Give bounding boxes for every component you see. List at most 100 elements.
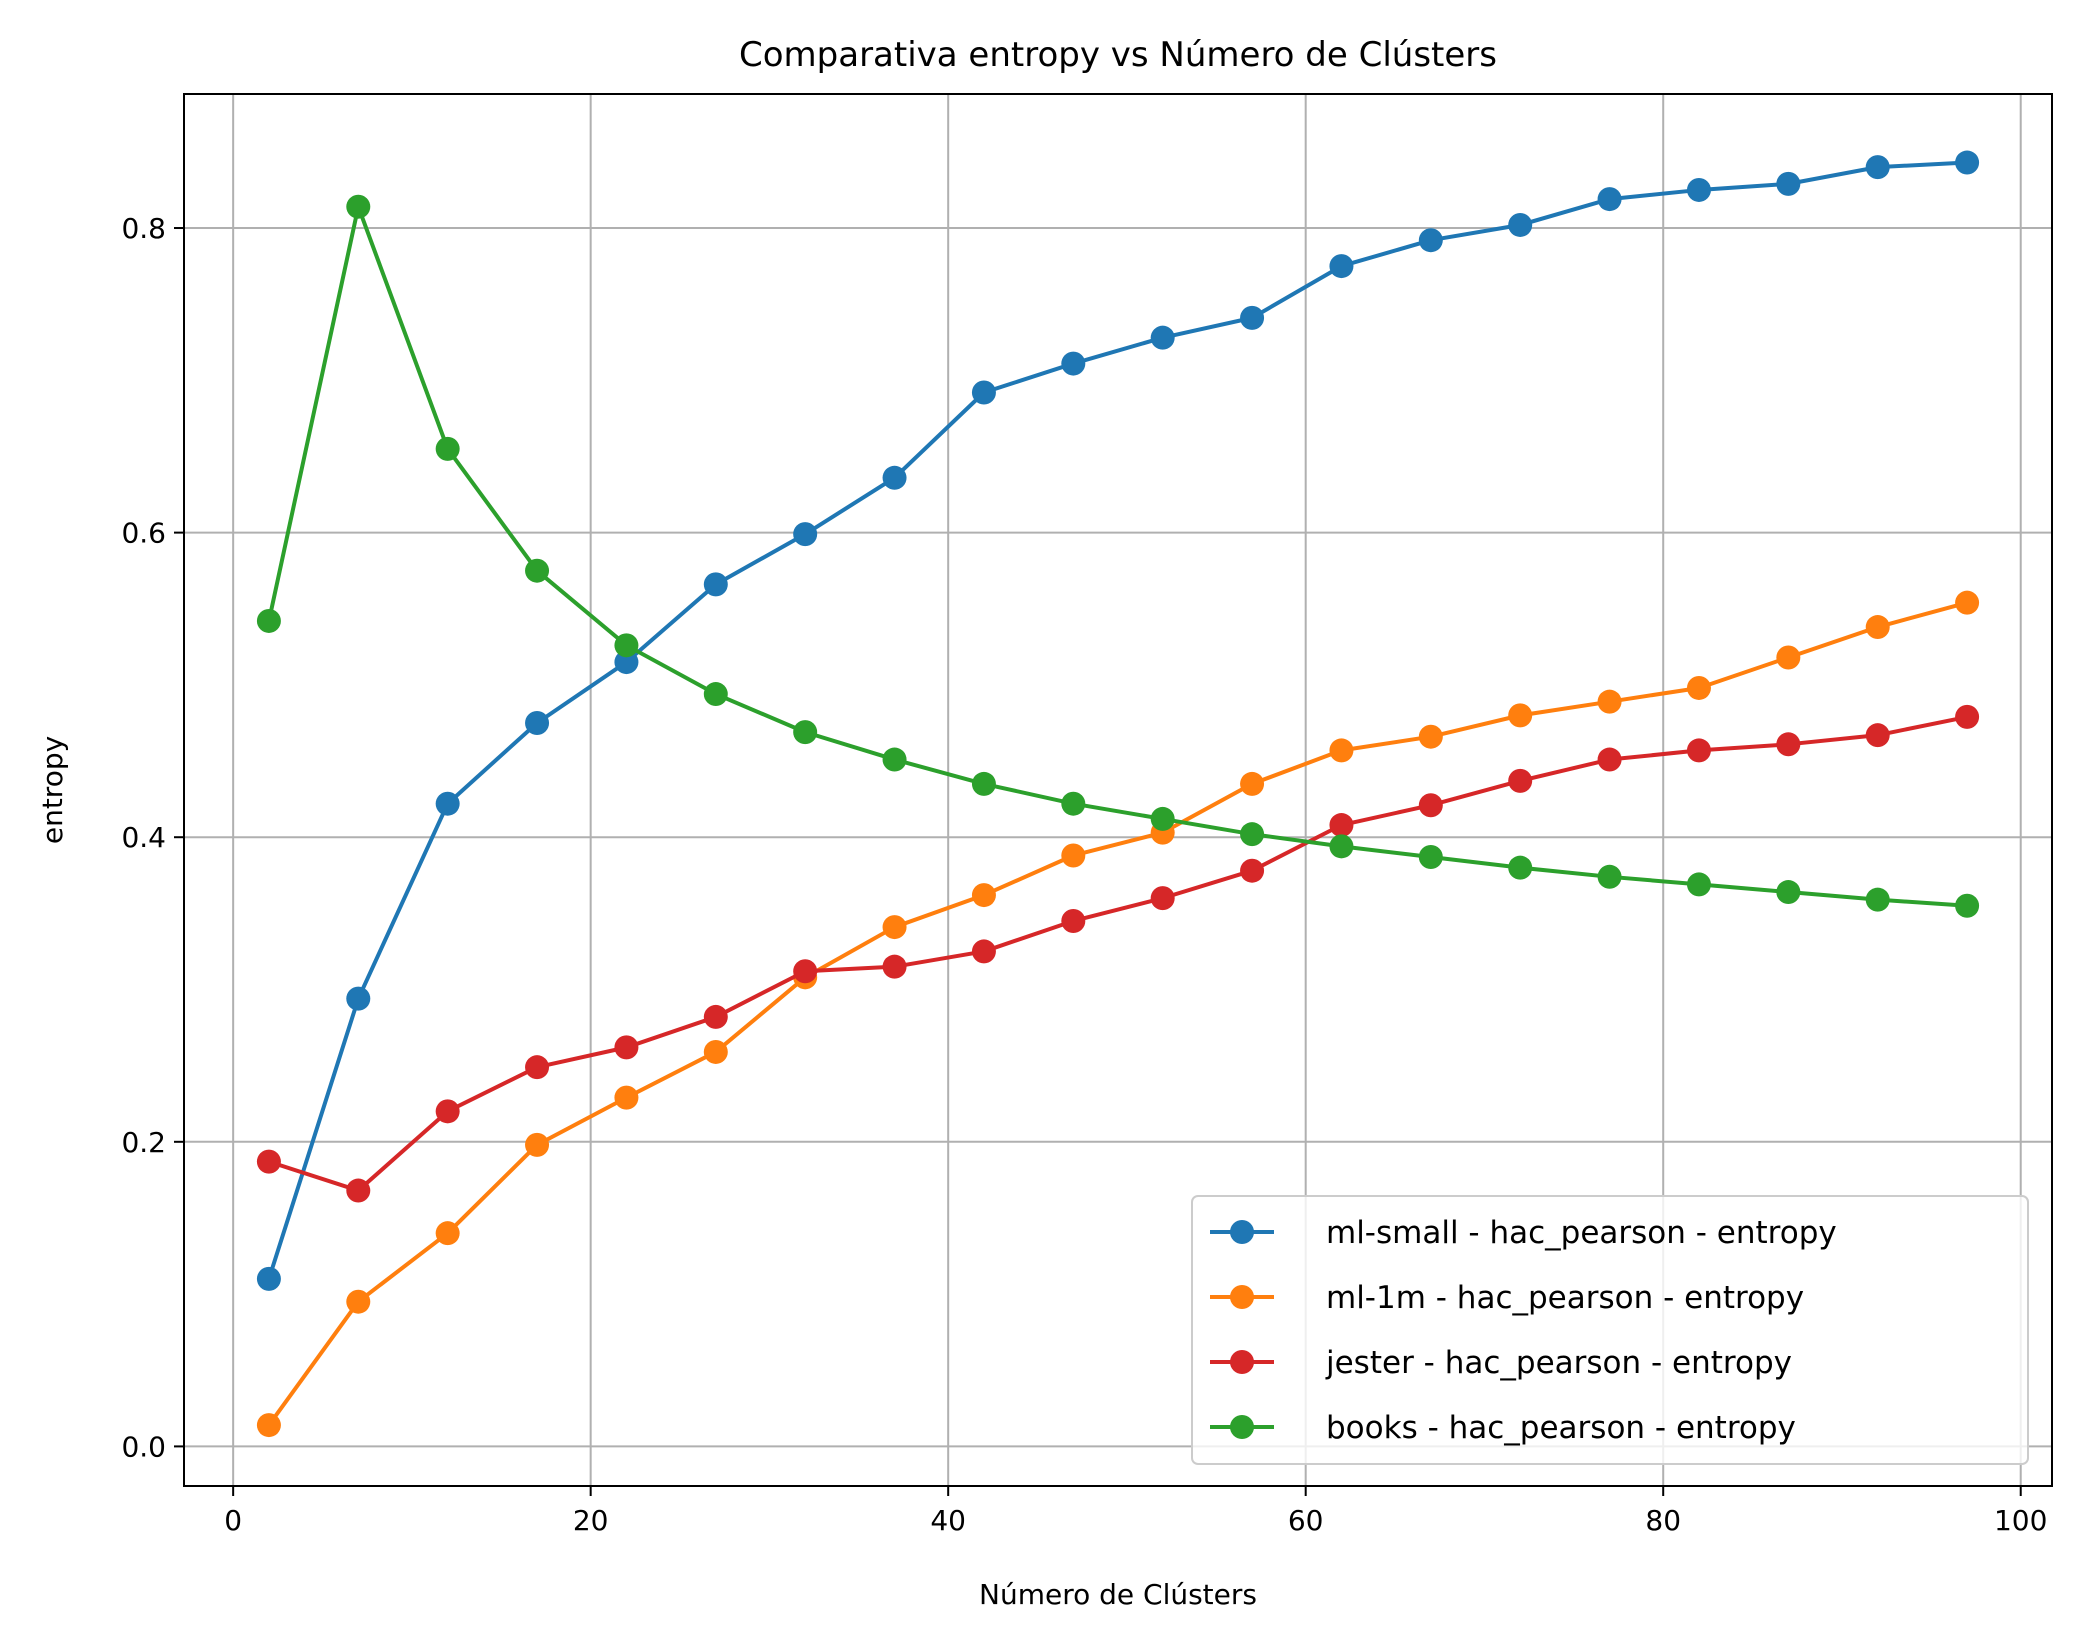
y-tick-label: 0.8 — [121, 212, 166, 245]
y-tick-label: 0.0 — [121, 1430, 166, 1463]
data-point — [256, 1149, 281, 1174]
data-point — [1418, 793, 1443, 818]
series-line — [268, 714, 1968, 1193]
data-point — [614, 650, 639, 675]
data-point — [1597, 747, 1622, 772]
legend: ml-small - hac_pearson - entropy ml-1m - … — [1191, 1195, 2029, 1465]
series-line — [267, 160, 1968, 1280]
data-point — [703, 682, 728, 707]
data-point — [1240, 822, 1265, 847]
data-point — [1865, 615, 1890, 640]
data-point — [525, 1132, 550, 1157]
y-tick-label: 0.6 — [121, 517, 166, 550]
data-point — [1329, 738, 1354, 763]
data-point — [1329, 254, 1354, 279]
data-point — [1150, 806, 1175, 831]
data-point — [1061, 843, 1086, 868]
data-point — [1508, 768, 1533, 793]
data-point — [1686, 738, 1711, 763]
data-point — [1955, 150, 1980, 175]
data-point — [793, 959, 818, 984]
data-point — [1329, 813, 1354, 838]
x-tick-label: 60 — [1288, 1504, 1324, 1537]
x-tick-label: 80 — [1645, 1504, 1681, 1537]
data-point — [971, 771, 996, 796]
data-point — [882, 954, 907, 979]
data-point — [435, 436, 460, 461]
data-point — [256, 1266, 281, 1291]
data-point — [1061, 351, 1086, 376]
data-point — [882, 747, 907, 772]
legend-label: jester - hac_pearson - entropy — [1325, 1345, 1792, 1381]
y-axis-title: entropy — [36, 736, 69, 844]
data-point — [1508, 855, 1533, 880]
data-point — [1508, 703, 1533, 728]
x-tick-label: 0 — [224, 1504, 242, 1537]
data-point — [1955, 590, 1980, 615]
data-point — [1686, 872, 1711, 897]
data-point — [1150, 325, 1175, 350]
data-point — [1418, 228, 1443, 253]
data-point — [525, 1055, 550, 1080]
data-point — [971, 380, 996, 405]
series-line — [266, 204, 1968, 908]
data-point — [1776, 171, 1801, 196]
axis-ticks: 0 20 40 60 80 100 0.0 0.2 0.4 0.6 0.8 — [121, 212, 2047, 1537]
data-point — [346, 986, 371, 1011]
data-point — [1865, 887, 1890, 912]
data-point — [525, 558, 550, 583]
data-point — [435, 791, 460, 816]
x-tick-label: 100 — [1994, 1504, 2047, 1537]
legend-marker — [1230, 1350, 1254, 1374]
data-point — [256, 1413, 281, 1438]
data-point — [1240, 305, 1265, 330]
series-4 — [256, 194, 1980, 918]
data-point — [882, 915, 907, 940]
y-tick-label: 0.2 — [121, 1126, 166, 1159]
data-point — [1776, 645, 1801, 670]
legend-marker — [1230, 1415, 1254, 1439]
data-point — [882, 465, 907, 490]
data-point — [346, 194, 371, 219]
data-point — [1686, 675, 1711, 700]
data-point — [703, 1039, 728, 1064]
legend-box — [1191, 1195, 2029, 1465]
chart-title: Comparativa entropy vs Número de Clúster… — [739, 35, 1497, 75]
data-point — [1597, 689, 1622, 714]
data-point — [435, 1099, 460, 1124]
data-point — [435, 1221, 460, 1246]
data-point — [1955, 893, 1980, 918]
data-point — [971, 883, 996, 908]
legend-marker — [1230, 1220, 1254, 1244]
data-point — [793, 720, 818, 745]
data-point — [1150, 886, 1175, 911]
y-tick-label: 0.4 — [121, 821, 166, 854]
data-point — [614, 1085, 639, 1110]
data-point — [703, 1004, 728, 1029]
legend-label: ml-1m - hac_pearson - entropy — [1326, 1280, 1804, 1316]
data-point — [1776, 732, 1801, 757]
data-point — [1418, 724, 1443, 749]
data-point — [1865, 155, 1890, 180]
data-point — [614, 633, 639, 658]
legend-label: ml-small - hac_pearson - entropy — [1326, 1215, 1837, 1251]
data-point — [346, 1178, 371, 1203]
data-point — [1597, 187, 1622, 212]
plot-frame — [183, 93, 2053, 1487]
series-line — [267, 600, 1968, 1427]
data-point — [346, 1289, 371, 1314]
data-point — [1955, 704, 1980, 729]
data-point — [1508, 212, 1533, 237]
legend-label: books - hac_pearson - entropy — [1326, 1410, 1796, 1446]
data-point — [1418, 845, 1443, 870]
data-point — [1061, 791, 1086, 816]
data-point — [793, 522, 818, 547]
data-point — [1686, 177, 1711, 202]
data-point — [1597, 864, 1622, 889]
series-group — [256, 150, 1980, 1438]
grid-lines — [184, 94, 2052, 1486]
data-point — [971, 939, 996, 964]
data-point — [1776, 880, 1801, 905]
data-point — [614, 1035, 639, 1060]
